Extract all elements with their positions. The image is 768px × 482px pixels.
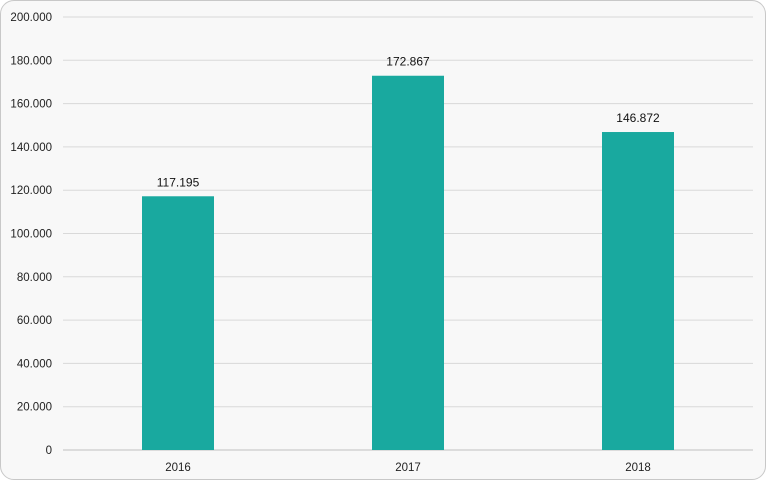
data-label-2017: 172.867	[386, 55, 430, 69]
data-label-2016: 117.195	[157, 175, 200, 189]
y-tick-label: 180.000	[10, 55, 52, 67]
bar-2017	[372, 75, 444, 450]
data-labels: 117.195 172.867 146.872	[157, 55, 660, 190]
y-tick-label: 40.000	[17, 358, 52, 370]
y-axis-ticks: 0 20.000 40.000 60.000 80.000 100.000 120.000 1…	[10, 12, 52, 457]
x-tick-label-2017: 2017	[395, 462, 421, 474]
y-tick-label: 160.000	[10, 99, 52, 111]
y-tick-label: 0	[46, 445, 52, 457]
y-tick-label: 100.000	[10, 229, 52, 241]
x-tick-label-2016: 2016	[165, 462, 191, 474]
y-tick-label: 120.000	[10, 185, 52, 197]
y-tick-label: 20.000	[17, 402, 52, 414]
bars	[142, 75, 674, 450]
y-tick-label: 140.000	[10, 142, 52, 154]
x-tick-label-2018: 2018	[625, 462, 651, 474]
y-tick-label: 200.000	[10, 12, 52, 24]
x-axis-ticks: 2016 2017 2018	[165, 462, 651, 474]
bar-2018	[602, 132, 674, 450]
data-label-2018: 146.872	[616, 111, 660, 125]
bar-2016	[142, 196, 214, 450]
y-tick-label: 60.000	[17, 315, 52, 327]
y-tick-label: 80.000	[17, 272, 52, 284]
